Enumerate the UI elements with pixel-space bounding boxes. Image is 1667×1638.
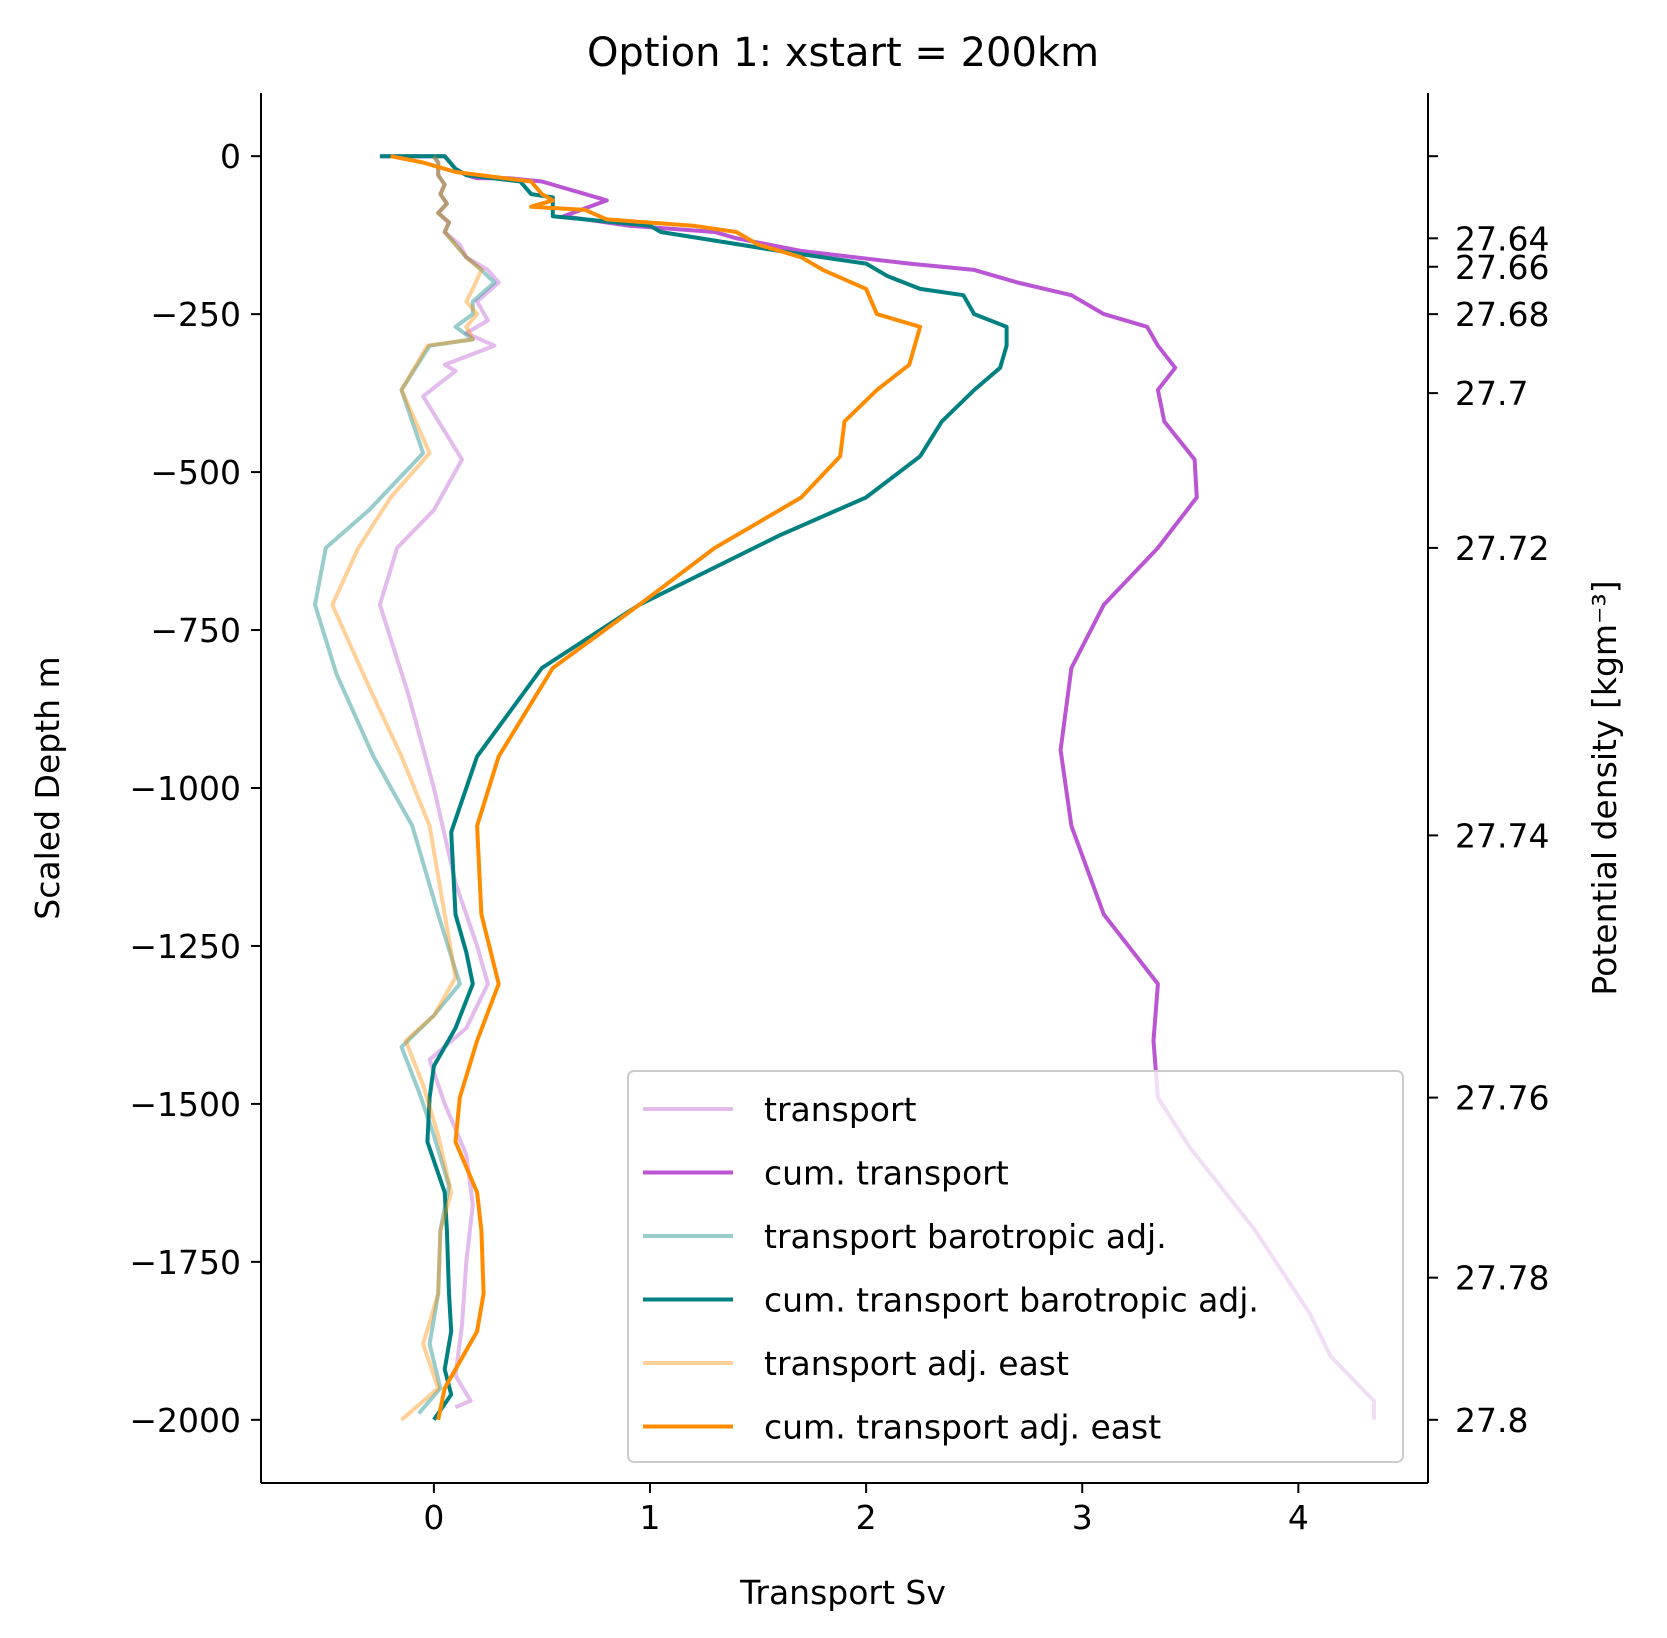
legend-label: cum. transport [764,1154,1009,1193]
legend-label: transport adj. east [764,1344,1069,1383]
x-axis-title: Transport Sv [739,1573,946,1612]
y-tick-label: −250 [150,295,241,334]
y-tick-label: −1750 [129,1243,241,1282]
x-tick-label: 3 [1072,1498,1093,1537]
y-axis-ticks: 0 −250 −500 −750 −1000 −1250 −1500 −1750 −2000 [129,137,261,1440]
y-tick-label: 0 [220,137,241,176]
legend-label: cum. transport barotropic adj. [764,1281,1259,1320]
series-line-2 [313,155,497,1415]
x-tick-label: 0 [423,1498,444,1537]
y-tick-label: −2000 [129,1401,241,1440]
x-tick-label: 4 [1288,1498,1309,1537]
x-axis-ticks: 0 1 2 3 4 [423,1483,1309,1537]
series-line-5 [390,154,923,1421]
y2-tick-label: 27.68 [1455,295,1549,334]
series-line-1 [379,154,1376,1420]
y-tick-label: −500 [150,453,241,492]
y-tick-label: −1250 [129,927,241,966]
y-tick-label: −1000 [129,769,241,808]
y-axis-title: Scaled Depth m [28,656,67,919]
y-tick-label: −1500 [129,1085,241,1124]
series-line-0 [377,155,501,1410]
y2-tick-label: 27.76 [1455,1079,1549,1118]
x-tick-label: 2 [856,1498,877,1537]
y2-tick-label: 27.78 [1455,1259,1549,1298]
series-line-3 [379,154,1009,1421]
legend-label: transport [764,1090,917,1129]
legend-label: cum. transport adj. east [764,1408,1161,1447]
chart-title: Option 1: xstart = 200km [587,30,1099,76]
series-line-4 [330,155,484,1422]
legend-label: transport barotropic adj. [764,1217,1167,1256]
y-tick-label: −750 [150,611,241,650]
legend: transport cum. transport transport barotro… [627,1070,1404,1463]
x-tick-label: 1 [640,1498,661,1537]
plot-area [313,154,1376,1422]
y2-tick-label: 27.7 [1455,374,1528,413]
y2-tick-label: 27.74 [1455,816,1549,855]
y2-tick-label: 27.72 [1455,529,1549,568]
y2-tick-label: 27.64 [1455,219,1549,258]
y2-tick-label: 27.66 [1455,248,1549,287]
y2-axis-title: Potential density [kgm⁻³] [1585,580,1624,995]
legend-frame [627,1070,1404,1463]
y2-tick-label: 27.8 [1455,1401,1528,1440]
